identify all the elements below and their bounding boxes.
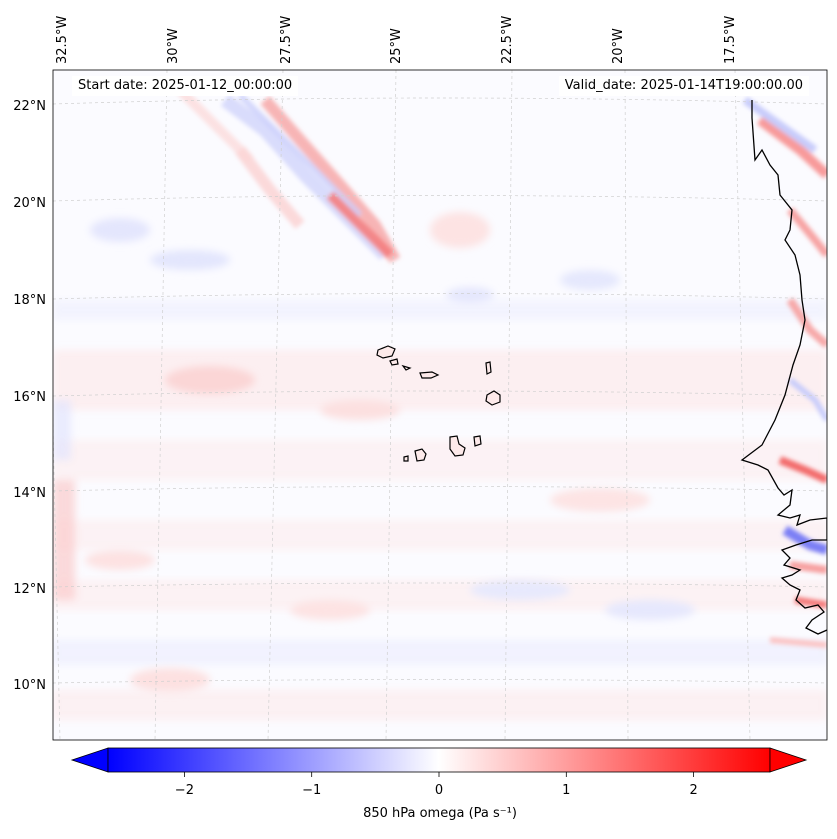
- cape-verde-islands: [376, 345, 501, 462]
- lon-label: 30°W: [166, 28, 181, 64]
- lat-label: 16°N: [13, 390, 46, 405]
- map-frame: [52, 69, 828, 741]
- latitude-labels: 22°N 20°N 18°N 16°N 14°N 12°N 10°N: [13, 99, 46, 693]
- colorbar-body: [107, 747, 771, 773]
- lat-label: 18°N: [13, 293, 46, 308]
- lat-label: 12°N: [13, 582, 46, 597]
- lat-label: 10°N: [13, 678, 46, 693]
- colorbar-ticks: −2 −1 0 1 2: [175, 772, 698, 798]
- colorbar-tick-label: 0: [435, 783, 443, 798]
- africa-coastline: [740, 100, 827, 635]
- lat-label: 20°N: [13, 196, 46, 211]
- lat-label: 22°N: [13, 99, 46, 114]
- lon-label: 25°W: [389, 28, 404, 64]
- lon-label: 32.5°W: [55, 16, 70, 64]
- lon-label: 22.5°W: [500, 16, 515, 64]
- colorbar-extend-high: [769, 747, 808, 773]
- valid-date-label: Valid_date: 2025-01-14T19:00:00.00: [558, 76, 809, 96]
- gridlines: [53, 70, 827, 740]
- lon-label: 17.5°W: [723, 16, 738, 64]
- lon-label: 27.5°W: [279, 16, 294, 64]
- colorbar: −2 −1 0 1 2: [70, 747, 808, 798]
- longitude-labels: 32.5°W 30°W 27.5°W 25°W 22.5°W 20°W 17.5…: [55, 16, 738, 64]
- colorbar-extend-low: [70, 747, 109, 773]
- start-date-label: Start date: 2025-01-12_00:00:00: [72, 76, 299, 96]
- omega-field: [53, 86, 827, 720]
- colorbar-tick-label: −2: [175, 783, 194, 798]
- lon-label: 20°W: [611, 28, 626, 64]
- colorbar-tick-label: 2: [689, 783, 697, 798]
- lat-label: 14°N: [13, 486, 46, 501]
- colorbar-title: 850 hPa omega (Pa s⁻¹): [363, 806, 517, 821]
- colorbar-tick-label: 1: [562, 783, 570, 798]
- colorbar-tick-label: −1: [302, 783, 321, 798]
